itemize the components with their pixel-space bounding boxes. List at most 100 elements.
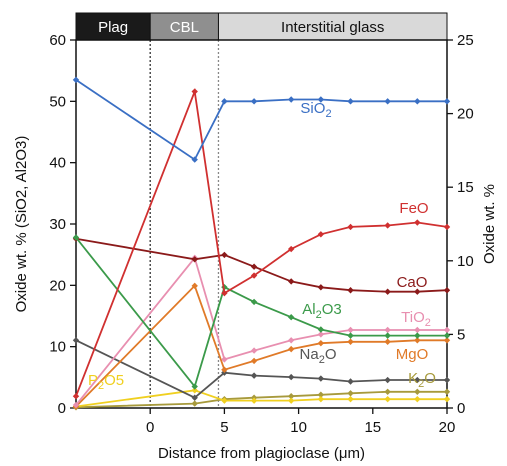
series-feo-point: [317, 231, 325, 238]
series-na2o-point: [72, 337, 80, 344]
series-k2o-point: [414, 388, 421, 396]
series-tio2-point: [287, 337, 295, 344]
series-feo-point: [443, 223, 451, 231]
series-layer: [72, 76, 451, 411]
zone-cbl-label: CBL: [170, 19, 199, 36]
zone-boundaries: [149, 40, 220, 408]
x-tick-label: 10: [290, 419, 307, 436]
y-left-tick-label: 30: [49, 216, 66, 233]
series-label-p2o5: P2O5: [88, 372, 124, 392]
y-right-tick-label: 20: [457, 106, 474, 123]
y-left-tick-label: 40: [49, 155, 66, 172]
series-al2o3-point: [347, 332, 354, 339]
series-k2o-point: [287, 393, 295, 400]
y-right-tick-label: 15: [457, 179, 474, 196]
series-na2o: [72, 337, 451, 401]
y-axis-right-title: Oxide wt. %: [481, 184, 498, 264]
series-tio2-point: [317, 331, 325, 338]
series-label-feo: FeO: [399, 200, 428, 217]
series-sio2-point: [287, 96, 295, 103]
x-tick-label: 0: [146, 419, 154, 436]
series-sio2-point: [221, 98, 228, 105]
series-mgo-point: [384, 338, 391, 345]
series-mgo-point: [221, 366, 228, 373]
y-right-tick-label: 25: [457, 32, 474, 49]
series-feo-point: [347, 223, 354, 231]
series-sio2-point: [191, 156, 198, 163]
series-sio2-point: [317, 96, 325, 103]
y-left-tick-label: 20: [49, 277, 66, 294]
series-k2o-point: [191, 400, 198, 407]
series-feo-point: [384, 222, 391, 229]
series-na2o-point: [191, 394, 198, 401]
series-cao-point: [414, 288, 421, 295]
series-feo: [72, 88, 451, 400]
series-p2o5-point: [250, 397, 258, 404]
series-al2o3-point: [414, 332, 421, 339]
series-feo-point: [221, 289, 228, 297]
series-sio2-point: [72, 76, 80, 84]
series-tio2-line: [75, 255, 447, 406]
series-cao-point: [221, 251, 228, 259]
y-right-tick-label: 0: [457, 400, 465, 417]
x-tick-label: 5: [220, 419, 228, 436]
series-label-cao: CaO: [397, 274, 428, 291]
series-mgo-point: [250, 357, 258, 365]
y-right-tick-label: 5: [457, 326, 465, 343]
series-label-mgo: MgO: [396, 346, 429, 363]
series-al2o3-point: [191, 383, 198, 390]
series-p2o5-point: [384, 395, 391, 403]
series-na2o-point: [287, 373, 295, 381]
series-mgo-point: [317, 340, 325, 347]
series-k2o-point: [443, 388, 451, 396]
series-p2o5-point: [414, 395, 421, 403]
series-al2o3-point: [317, 326, 325, 333]
series-mgo-point: [191, 282, 198, 290]
series-al2o3-point: [443, 332, 451, 339]
series-tio2: [72, 254, 451, 409]
series-na2o-point: [317, 375, 325, 382]
series-mgo: [72, 282, 451, 410]
series-tio2-point: [443, 326, 451, 334]
series-sio2-point: [414, 98, 421, 105]
series-feo-point: [250, 272, 258, 279]
series-k2o-line: [75, 390, 447, 409]
series-cao-point: [191, 256, 198, 263]
series-p2o5-line: [75, 389, 447, 408]
zone-header: Plag CBL Interstitial glass: [75, 12, 448, 41]
series-k2o-point: [384, 388, 391, 396]
series-cao: [72, 235, 451, 295]
series-mgo-line: [75, 284, 447, 408]
series-p2o5-point: [347, 395, 354, 403]
series-sio2: [72, 76, 451, 163]
series-sio2-point: [443, 98, 451, 105]
series-na2o-point: [414, 376, 421, 384]
zone-cbl-box: [149, 12, 219, 41]
series-tio2-point: [72, 401, 80, 409]
series-cao-point: [384, 288, 391, 295]
y-right-tick-label: 10: [457, 253, 474, 270]
x-axis-title: Distance from plagioclase (μm): [158, 445, 365, 462]
series-na2o-point: [250, 372, 258, 379]
zone-plag-box: [75, 12, 151, 41]
series-mgo-point: [287, 345, 295, 353]
y-left-tick-label: 60: [49, 32, 66, 49]
series-cao-line: [75, 237, 448, 293]
series-feo-point: [414, 219, 421, 226]
y-left-tick-label: 50: [49, 93, 66, 110]
series-al2o3: [72, 234, 451, 390]
series-k2o-point: [317, 391, 325, 398]
series-mgo-point: [414, 337, 421, 344]
plot-frame: [75, 39, 448, 409]
series-cao-point: [443, 287, 451, 294]
series-al2o3-point: [384, 332, 391, 339]
series-feo-point: [191, 88, 198, 95]
x-tick-label: 15: [364, 419, 381, 436]
series-al2o3-line: [75, 236, 447, 389]
series-feo-point: [287, 245, 295, 253]
series-tio2-point: [384, 326, 391, 334]
series-labels: SiO2 Al2O3 FeO CaO TiO2 MgO Na2O K2O P2O5: [88, 100, 436, 392]
series-cao-point: [347, 287, 354, 294]
